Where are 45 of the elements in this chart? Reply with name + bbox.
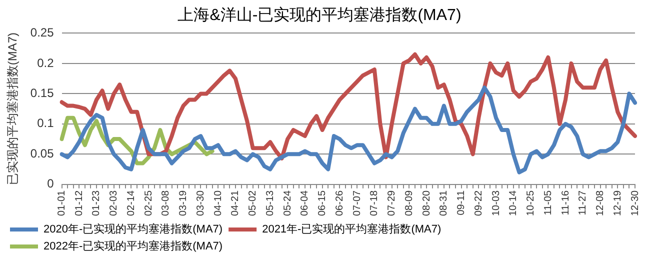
x-tick-label: 11-05 (542, 190, 554, 216)
legend-label: 2020年-已实现的平均塞港指数(MA7) (44, 222, 223, 236)
x-tick-label: 01-01 (56, 190, 68, 216)
x-tick-label: 01-23 (91, 190, 102, 216)
x-tick-label: 07-18 (369, 190, 380, 216)
y-tick-label: 0.2 (37, 56, 54, 70)
x-tick-label: 05-13 (264, 190, 276, 216)
x-tick-label: 03-19 (178, 190, 190, 216)
x-tick-label: 08-09 (404, 190, 415, 216)
x-tick-label: 02-25 (143, 190, 154, 216)
y-axis-title: 已实现的平均塞港指数(MA7) (6, 32, 20, 186)
x-tick-label: 10-14 (508, 190, 520, 216)
x-tick-label: 08-31 (438, 190, 450, 216)
x-tick-label: 09-11 (456, 190, 468, 216)
x-tick-label: 07-29 (386, 190, 398, 216)
x-tick-label: 11-27 (578, 190, 589, 216)
y-tick-label: 0.25 (30, 26, 54, 40)
x-tick-label: 06-26 (334, 190, 346, 216)
x-tick-label: 10-03 (490, 190, 502, 216)
x-tick-label: 02-03 (108, 190, 120, 216)
x-tick-label: 04-21 (230, 190, 242, 216)
legend-label: 2022年-已实现的平均塞港指数(MA7) (44, 240, 223, 253)
x-tick-label: 05-02 (248, 190, 259, 216)
x-tick-label: 05-24 (282, 190, 294, 216)
x-tick-label: 03-08 (160, 190, 172, 216)
x-tick-label: 01-12 (74, 190, 85, 216)
x-tick-label: 04-10 (212, 190, 224, 216)
y-tick-label: 0.1 (37, 116, 54, 130)
x-tick-label: 09-22 (473, 190, 484, 216)
x-tick-label: 07-07 (352, 190, 363, 216)
chart-title: 上海&洋山-已实现的平均塞港指数(MA7) (178, 6, 462, 24)
x-tick-label: 12-30 (630, 190, 641, 216)
x-tick-label: 10-25 (526, 190, 537, 216)
x-tick-label: 06-04 (300, 190, 311, 216)
x-tick-label: 11-16 (560, 190, 572, 216)
x-tick-label: 06-15 (317, 190, 328, 216)
x-tick-label: 08-20 (421, 190, 432, 216)
x-tick-label: 12-19 (612, 190, 624, 216)
legend-label: 2021年-已实现的平均塞港指数(MA7) (262, 222, 442, 236)
x-tick-label: 03-30 (195, 190, 206, 216)
y-tick-label: 0.15 (30, 86, 54, 100)
y-tick-label: 0.05 (30, 146, 54, 160)
y-tick-label: 0 (47, 176, 54, 191)
x-tick-label: 12-08 (595, 190, 606, 216)
x-tick-label: 02-14 (126, 190, 137, 216)
